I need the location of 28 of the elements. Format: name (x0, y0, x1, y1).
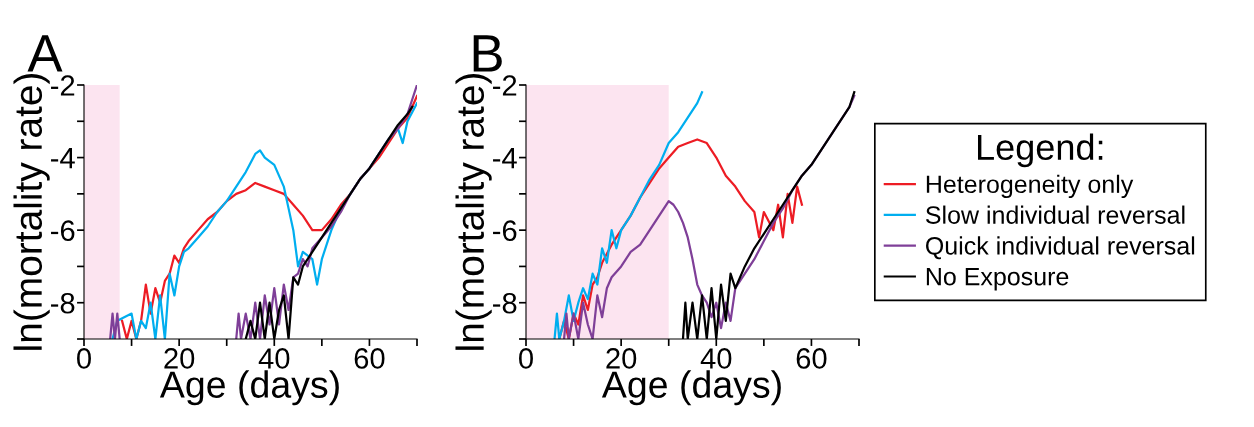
x-axis-title: Age (days) (159, 370, 339, 406)
line-series (553, 91, 704, 339)
y-tick-label: -6 (493, 220, 517, 241)
x-tick-label: 20 (164, 348, 195, 369)
x-axis-title: Age (days) (601, 370, 781, 406)
y-axis-title: ln(mortality rate) (13, 73, 50, 350)
legend-label: Slow individual reversal (925, 205, 1185, 224)
legend-label: Quick individual reversal (926, 236, 1195, 260)
x-tick-label: 40 (700, 348, 732, 369)
x-tick-label: 40 (258, 348, 290, 369)
legend-label: Heterogeneity only (926, 174, 1134, 199)
legend-title: Legend: (978, 133, 1103, 168)
y-tick-label: -8 (51, 292, 75, 314)
chart-title: A (27, 35, 63, 72)
x-tick-label: 0 (77, 348, 91, 369)
y-axis-title: ln(mortality rate) (455, 73, 492, 350)
y-tick-label: -4 (51, 148, 75, 169)
y-tick-label: -4 (493, 148, 517, 169)
x-tick-label: 0 (519, 348, 533, 369)
x-tick-label: 60 (796, 348, 827, 369)
x-tick-label: 20 (606, 348, 637, 369)
legend-label: No Exposure (926, 268, 1069, 291)
chart-title: B (473, 35, 502, 72)
y-tick-label: -6 (51, 220, 75, 241)
y-tick-label: -8 (493, 292, 517, 314)
x-tick-label: 60 (354, 348, 385, 369)
y-tick-label: -2 (51, 75, 75, 96)
y-tick-label: -2 (493, 75, 517, 96)
